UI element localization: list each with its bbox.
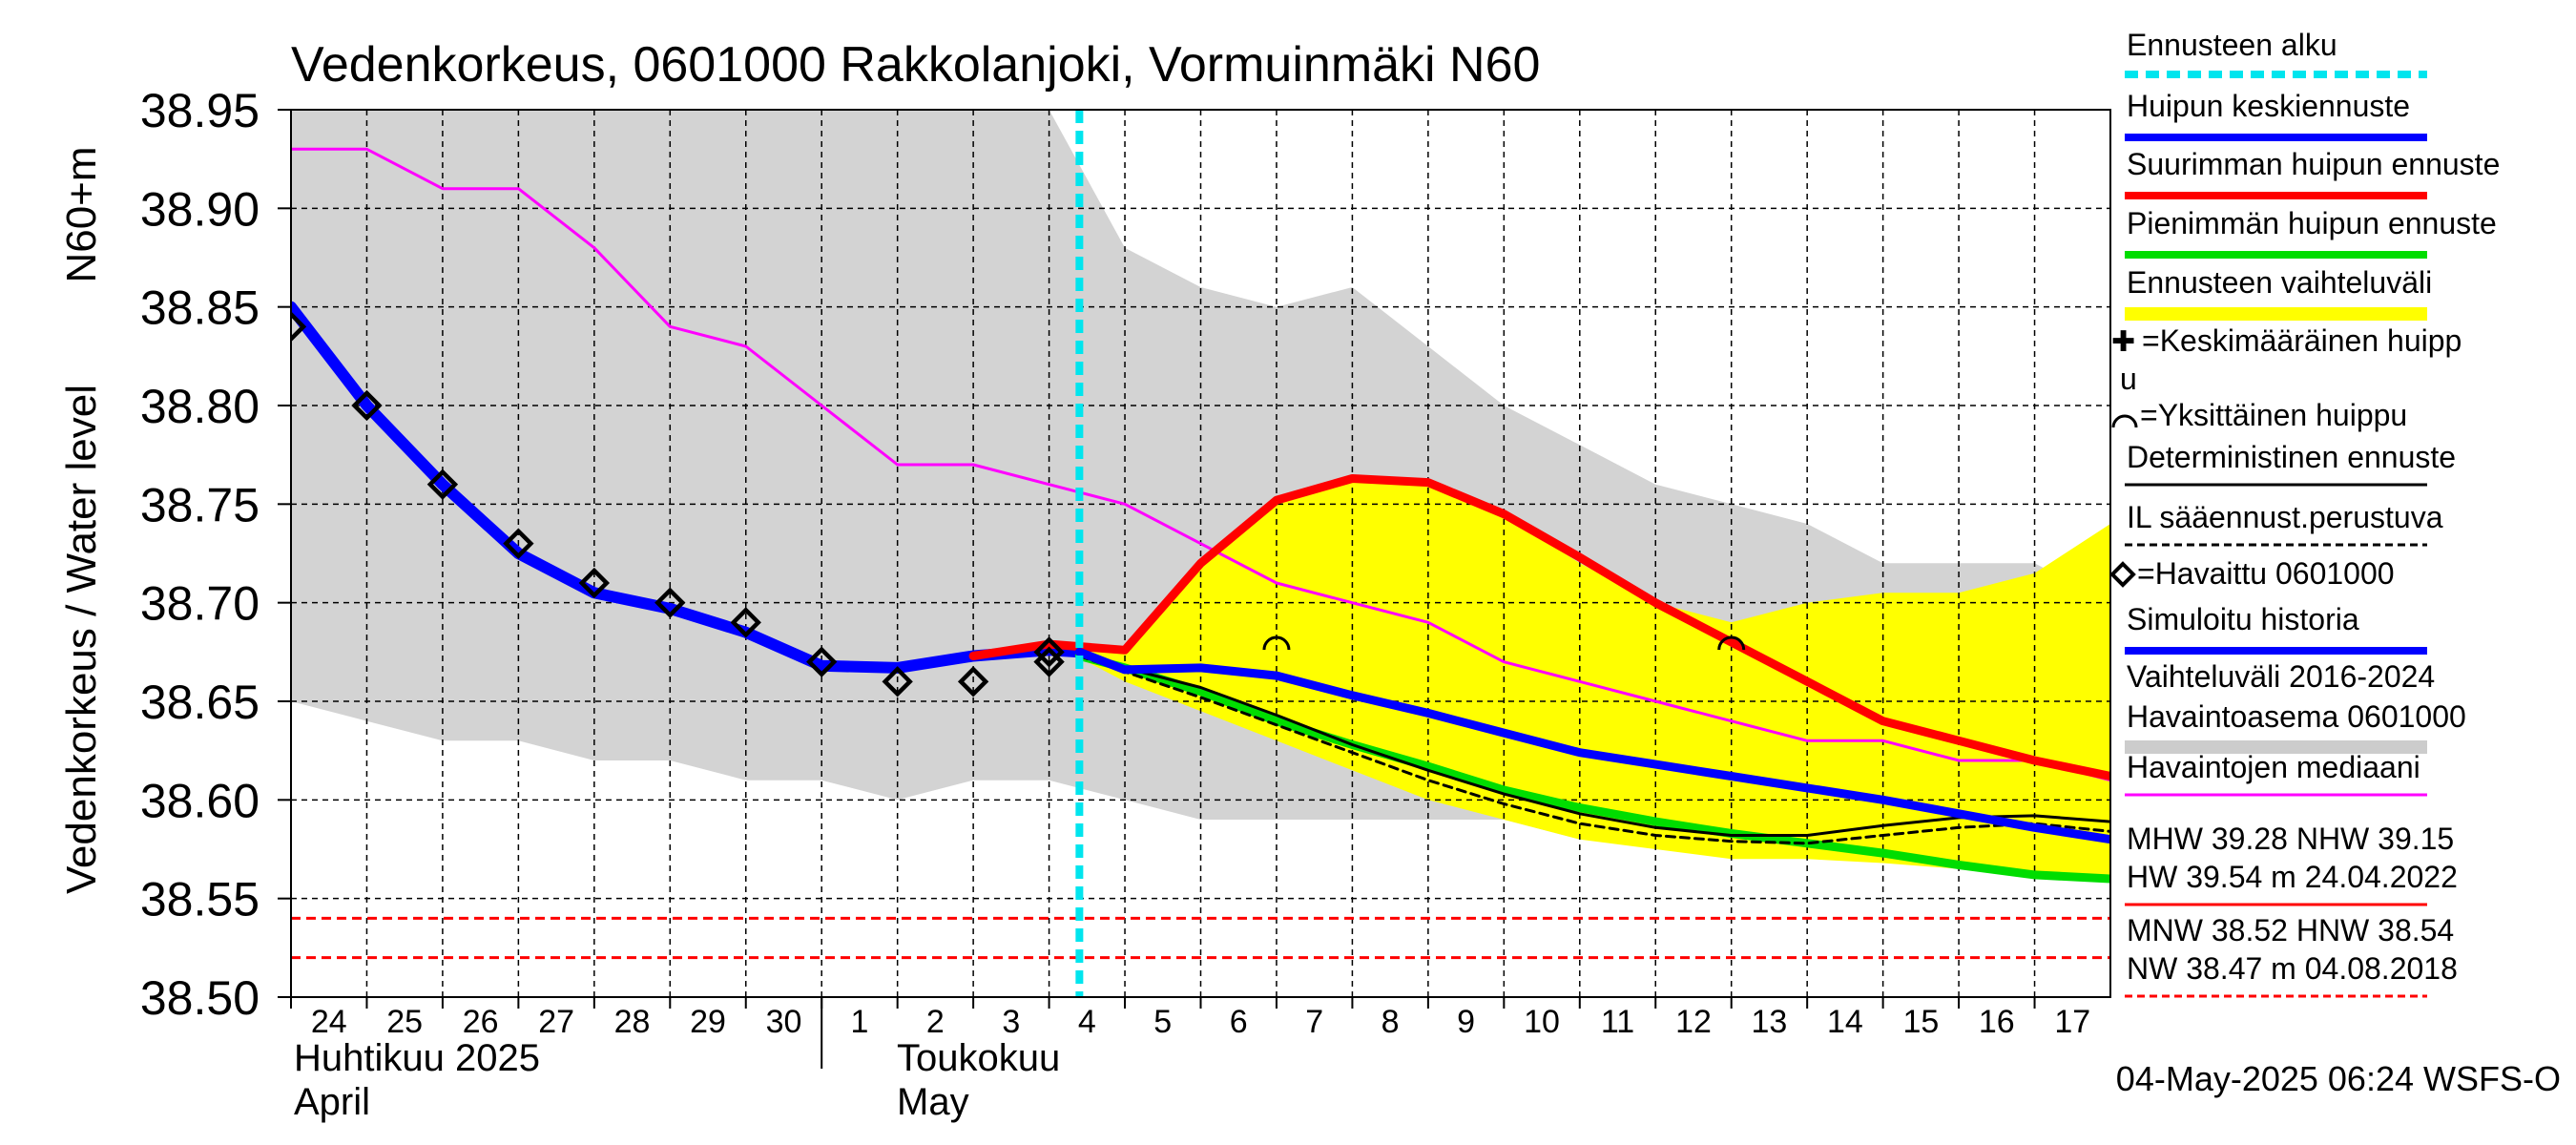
month-label-may-en: May [897, 1081, 969, 1123]
y-tick-label: 38.65 [140, 676, 260, 729]
observed-point [1033, 646, 1065, 677]
month-label-may-fi: Toukokuu [897, 1037, 1060, 1079]
series-huipun-keskiennuste [1074, 647, 2110, 844]
legend-label-vaihteluv-li-2016-2024: Vaihteluväli 2016-2024 [2127, 659, 2435, 694]
plot-content [291, 110, 2110, 997]
series-havaintojen-mediaani [291, 147, 2110, 782]
series-deterministinen-ennuste [1077, 655, 2110, 837]
stats-nw: NW 38.47 m 04.08.2018 [2127, 951, 2458, 986]
x-tick-label: 7 [1305, 1004, 1323, 1040]
y-axis-unit: N60+m [58, 146, 105, 282]
y-axis-label: Vedenkorkeus / Water level [58, 385, 105, 894]
individual-peak-marker [1262, 635, 1291, 651]
legend: Ennusteen alku Huipun keskiennuste Suurimm… [2109, 28, 2500, 998]
x-tick-label: 2 [926, 1004, 945, 1040]
y-tick-label: 38.90 [140, 182, 260, 236]
legend-label-ennusteen-alku: Ennusteen alku [2127, 28, 2337, 62]
plot-area [291, 110, 2110, 997]
legend-diamond-icon [2109, 561, 2136, 588]
x-tick-label: 4 [1078, 1004, 1096, 1040]
month-label-april-en: April [294, 1081, 370, 1123]
observed-point [730, 607, 761, 638]
legend-label-il-s-ennust-perustuva: IL sääennust.perustuva [2127, 500, 2443, 534]
chart-title: Vedenkorkeus, 0601000 Rakkolanjoki, Vorm… [291, 37, 1540, 93]
legend-label-wrap: Havaintoasema 0601000 [2127, 699, 2466, 734]
y-tick-label: 38.70 [140, 577, 260, 631]
legend-label-deterministinen-ennuste: Deterministinen ennuste [2127, 440, 2456, 474]
observed-point [426, 468, 459, 500]
observed-point [957, 666, 989, 697]
y-tick-label: 38.85 [140, 281, 260, 335]
observed-point [503, 528, 534, 559]
x-tick-label: 3 [1002, 1004, 1020, 1040]
axes: 38.95 38.90 38.85 38.80 38.75 38.70 38.65 38.60… [140, 84, 2111, 1123]
observed-point [806, 646, 838, 677]
x-tick-label: 29 [690, 1004, 726, 1040]
stats-mhw-nhw: MHW 39.28 NHW 39.15 [2127, 822, 2454, 856]
legend-label-wrap: u [2120, 362, 2137, 396]
stats-mnw-hnw: MNW 38.52 HNW 38.54 [2127, 913, 2454, 947]
x-tick-label: 14 [1827, 1004, 1863, 1040]
x-tick-label: 6 [1230, 1004, 1248, 1040]
x-tick-label: 15 [1902, 1004, 1939, 1040]
x-tick-label: 10 [1524, 1004, 1560, 1040]
observed-point [351, 389, 383, 422]
x-tick-label: 12 [1675, 1004, 1712, 1040]
y-tick-label: 38.50 [140, 971, 260, 1025]
legend-label-suurimman-huipun-ennuste: Suurimman huipun ennuste [2127, 147, 2500, 181]
x-tick-label: 9 [1457, 1004, 1475, 1040]
legend-label-pienimm-n-huipun-ennuste: Pienimmän huipun ennuste [2127, 206, 2497, 240]
y-tick-label: 38.80 [140, 380, 260, 433]
legend-label-huipun-keskiennuste: Huipun keskiennuste [2127, 89, 2410, 123]
observed-point [882, 666, 913, 697]
y-tick-label: 38.55 [140, 873, 260, 926]
x-tick-label: 28 [614, 1004, 651, 1040]
series-pienimm-n-huipun-ennuste [1074, 652, 2110, 884]
forecast-range-band [1079, 478, 2110, 879]
legend-label-yksitt-inen-huippu: =Yksittäinen huippu [2140, 398, 2407, 432]
x-tick-label: 8 [1381, 1004, 1400, 1040]
observed-point [578, 567, 611, 599]
legend-label-ennusteen-vaihteluv-li: Ennusteen vaihteluväli [2127, 265, 2432, 300]
individual-peak-marker [1717, 635, 1746, 651]
x-tick-label: 25 [386, 1004, 423, 1040]
legend-arc-icon [2111, 414, 2138, 428]
x-tick-label: 1 [850, 1004, 868, 1040]
x-tick-label: 24 [311, 1004, 347, 1040]
x-tick-label: 5 [1153, 1004, 1172, 1040]
stats-hw: HW 39.54 m 24.04.2022 [2127, 860, 2458, 894]
x-tick-label: 13 [1752, 1004, 1788, 1040]
legend-label-simuloitu-historia: Simuloitu historia [2127, 602, 2359, 636]
observed-point [1033, 636, 1065, 668]
x-tick-label: 17 [2054, 1004, 2090, 1040]
month-label-april-fi: Huhtikuu 2025 [294, 1037, 540, 1079]
legend-label-havaittu-0601000: =Havaittu 0601000 [2137, 556, 2395, 591]
y-tick-label: 38.60 [140, 774, 260, 827]
y-tick-label: 38.95 [140, 84, 260, 137]
legend-plus-icon: ✚ [2111, 326, 2135, 358]
x-tick-label: 27 [538, 1004, 574, 1040]
y-tick-label: 38.75 [140, 478, 260, 531]
footer-timestamp: 04-May-2025 06:24 WSFS-O [2116, 1059, 2561, 1098]
observed-point [654, 587, 686, 618]
x-tick-label: 11 [1601, 1004, 1634, 1040]
x-tick-label: 30 [766, 1004, 802, 1040]
observed-point [291, 311, 307, 343]
x-tick-label: 26 [463, 1004, 499, 1040]
legend-label-keskim-r-inen-huipp: =Keskimääräinen huipp [2142, 323, 2462, 358]
series-suurimman-huipun-ennuste [968, 474, 2110, 781]
x-tick-label: 16 [1979, 1004, 2015, 1040]
legend-label-havaintojen-mediaani: Havaintojen mediaani [2127, 750, 2420, 784]
